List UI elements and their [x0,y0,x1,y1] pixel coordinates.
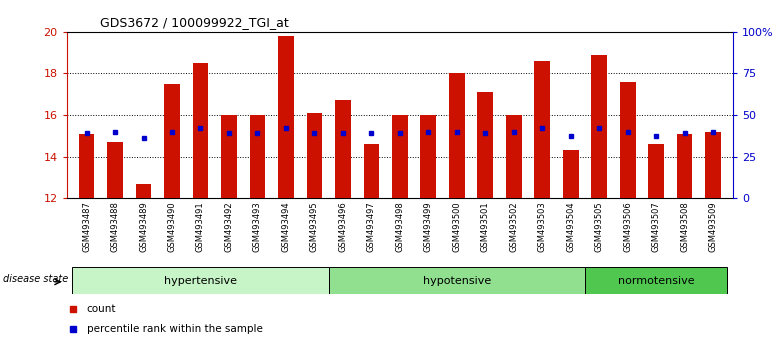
Bar [328,267,585,294]
Bar [477,92,493,198]
Bar [78,134,94,198]
Bar [335,101,350,198]
Text: count: count [86,304,116,314]
Bar [278,36,294,198]
Bar [506,115,521,198]
Bar [449,74,465,198]
Bar [72,267,328,294]
Text: hypertensive: hypertensive [164,275,237,286]
Bar [364,144,379,198]
Text: percentile rank within the sample: percentile rank within the sample [86,324,263,334]
Bar [107,142,123,198]
Bar [249,115,265,198]
Bar [164,84,180,198]
Bar [677,134,692,198]
Bar [535,61,550,198]
Bar [193,63,209,198]
Bar [648,144,664,198]
Bar [706,132,721,198]
Text: normotensive: normotensive [618,275,695,286]
Text: hypotensive: hypotensive [423,275,491,286]
Bar [420,115,436,198]
Bar [591,55,607,198]
Bar [585,267,728,294]
Bar [221,115,237,198]
Bar [620,82,636,198]
Bar [136,184,151,198]
Text: disease state: disease state [3,274,68,284]
Bar [392,115,408,198]
Bar [563,150,579,198]
Bar [307,113,322,198]
Text: GDS3672 / 100099922_TGI_at: GDS3672 / 100099922_TGI_at [100,16,289,29]
